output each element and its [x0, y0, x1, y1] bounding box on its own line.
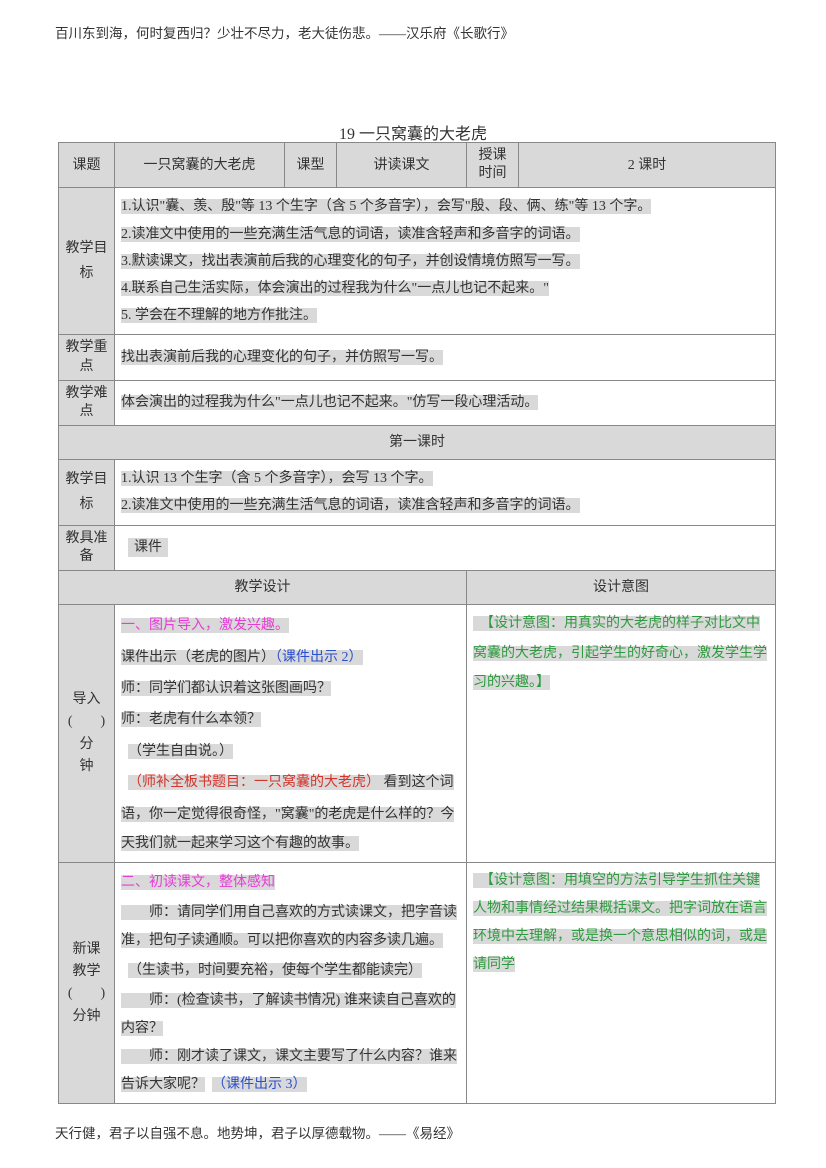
difficulty-row: 教学难点 体会演出的过程我为什么"一点儿也记不起来。"仿写一段心理活动。 [59, 380, 776, 425]
objectives-row: 教学目标 1.认识"囊、羡、殷"等 13 个生字（含 5 个多音字），会写"殷、… [59, 188, 776, 335]
difficulty-label: 教学难点 [59, 380, 115, 425]
intro-label-2: ( )分 [68, 714, 105, 751]
intro-h1: 一、图片导入，激发兴趣。 [121, 618, 289, 633]
focus-text: 找出表演前后我的心理变化的句子，并仿照写一写。 [121, 350, 443, 365]
obj-3: 3.默读课文，找出表演前后我的心理变化的句子，并创设情境仿照写一写。 [121, 254, 580, 269]
hdr-time-value: 2 课时 [519, 143, 776, 188]
section1-row: 第一课时 [59, 426, 776, 460]
materials-text: 课件 [128, 538, 168, 557]
hdr-type-label: 课型 [285, 143, 337, 188]
intro-t6b: 看到这个词 [380, 775, 454, 790]
objectives-label: 教学目标 [59, 188, 115, 335]
header-row: 课题 一只窝囊的大老虎 课型 讲读课文 授课时间 2 课时 [59, 143, 776, 188]
intro-label-3: 钟 [80, 759, 94, 774]
nc-h1: 二、初读课文，整体感知 [121, 875, 275, 890]
intro-design: 一、图片导入，激发兴趣。 课件出示（老虎的图片）（课件出示 2） 师：同学们都认… [115, 605, 467, 863]
newclass-label: 新课 教学 ( ) 分钟 [59, 863, 115, 1104]
pobj-2: 2.读准文中使用的一些充满生活气息的词语，读准含轻声和多音字的词语。 [121, 498, 580, 513]
nc-t2: 师：请同学们用自己喜欢的方式读课文，把字音读准，把句子读通顺。可以把你喜欢的内容… [121, 905, 457, 948]
intro-t2b: （课件出示 2） [275, 650, 363, 665]
design-header: 教学设计 [59, 571, 467, 605]
hdr-topic-label: 课题 [59, 143, 115, 188]
focus-row: 教学重点 找出表演前后我的心理变化的句子，并仿照写一写。 [59, 335, 776, 380]
intro-t5: （学生自由说。） [128, 744, 233, 759]
nc-intent-text: 【设计意图：用填空的方法引导学生抓住关键人物和事情经过结果概括课文。把字词放在语… [473, 873, 767, 972]
focus-content: 找出表演前后我的心理变化的句子，并仿照写一写。 [115, 335, 776, 380]
difficulty-content: 体会演出的过程我为什么"一点儿也记不起来。"仿写一段心理活动。 [115, 380, 776, 425]
intro-label: 导入 ( )分 钟 [59, 605, 115, 863]
newclass-row: 新课 教学 ( ) 分钟 二、初读课文，整体感知 师：请同学们用自己喜欢的方式读… [59, 863, 776, 1104]
nc-label-3: ( ) [68, 986, 105, 1001]
bottom-quote: 天行健，君子以自强不息。地势坤，君子以厚德载物。——《易经》 [55, 1122, 460, 1142]
hdr-type-value: 讲读课文 [337, 143, 467, 188]
difficulty-text: 体会演出的过程我为什么"一点儿也记不起来。"仿写一段心理活动。 [121, 395, 538, 410]
doc-title: 19 一只窝囊的大老虎 [0, 120, 826, 144]
nc-label-1: 新课 [73, 942, 101, 957]
period-objectives-row: 教学目标 1.认识 13 个生字（含 5 个多音字），会写 13 个字。 2.读… [59, 460, 776, 525]
intro-t6a: （师补全板书题目：一只窝囊的大老虎） [128, 775, 380, 790]
nc-t5b: （课件出示 3） [212, 1077, 307, 1092]
section1-header: 第一课时 [59, 426, 776, 460]
period-obj-label: 教学目标 [59, 460, 115, 525]
obj-5: 5. 学会在不理解的地方作批注。 [121, 308, 317, 323]
obj-2: 2.读准文中使用的一些充满生活气息的词语，读准含轻声和多音字的词语。 [121, 227, 580, 242]
pobj-1: 1.认识 13 个生字（含 5 个多音字），会写 13 个字。 [121, 471, 433, 486]
period-obj-content: 1.认识 13 个生字（含 5 个多音字），会写 13 个字。 2.读准文中使用… [115, 460, 776, 525]
obj-1: 1.认识"囊、羡、殷"等 13 个生字（含 5 个多音字），会写"殷、段、俩、练… [121, 199, 651, 214]
lesson-plan-table: 课题 一只窝囊的大老虎 课型 讲读课文 授课时间 2 课时 教学目标 1.认识"… [58, 142, 776, 1104]
materials-content: 课件 [115, 525, 776, 570]
hdr-topic-value: 一只窝囊的大老虎 [115, 143, 285, 188]
intro-t4: 师：老虎有什么本领？ [121, 712, 261, 727]
intro-t2a: 课件出示（老虎的图片） [121, 650, 275, 665]
hdr-time-label: 授课时间 [467, 143, 519, 188]
intro-row: 导入 ( )分 钟 一、图片导入，激发兴趣。 课件出示（老虎的图片）（课件出示 … [59, 605, 776, 863]
intro-intent-text: 【设计意图：用真实的大老虎的样子对比文中窝囊的大老虎，引起学生的好奇心，激发学生… [473, 616, 767, 690]
nc-label-2: 教学 [73, 964, 101, 979]
nc-label-4: 分钟 [73, 1009, 101, 1024]
nc-t3: （生读书，时间要充裕，使每个学生都能读完） [128, 963, 422, 978]
top-quote: 百川东到海，何时复西归？少壮不尽力，老大徒伤悲。——汉乐府《长歌行》 [55, 22, 514, 42]
focus-label: 教学重点 [59, 335, 115, 380]
newclass-design: 二、初读课文，整体感知 师：请同学们用自己喜欢的方式读课文，把字音读准，把句子读… [115, 863, 467, 1104]
objectives-content: 1.认识"囊、羡、殷"等 13 个生字（含 5 个多音字），会写"殷、段、俩、练… [115, 188, 776, 335]
intro-t3: 师：同学们都认识着这张图画吗？ [121, 681, 331, 696]
nc-t4: 师：(检查读书，了解读书情况) 谁来读自己喜欢的内容？ [121, 993, 456, 1036]
intro-label-1: 导入 [73, 692, 101, 707]
materials-row: 教具准备 课件 [59, 525, 776, 570]
materials-label: 教具准备 [59, 525, 115, 570]
intro-intent: 【设计意图：用真实的大老虎的样子对比文中窝囊的大老虎，引起学生的好奇心，激发学生… [467, 605, 776, 863]
newclass-intent: 【设计意图：用填空的方法引导学生抓住关键人物和事情经过结果概括课文。把字词放在语… [467, 863, 776, 1104]
intro-t7: 语，你一定觉得很奇怪，"窝囊"的老虎是什么样的？今天我们就一起来学习这个有趣的故… [121, 807, 454, 851]
obj-4: 4.联系自己生活实际，体会演出的过程我为什么"一点儿也记不起来。" [121, 281, 549, 296]
intent-header: 设计意图 [467, 571, 776, 605]
design-header-row: 教学设计 设计意图 [59, 571, 776, 605]
